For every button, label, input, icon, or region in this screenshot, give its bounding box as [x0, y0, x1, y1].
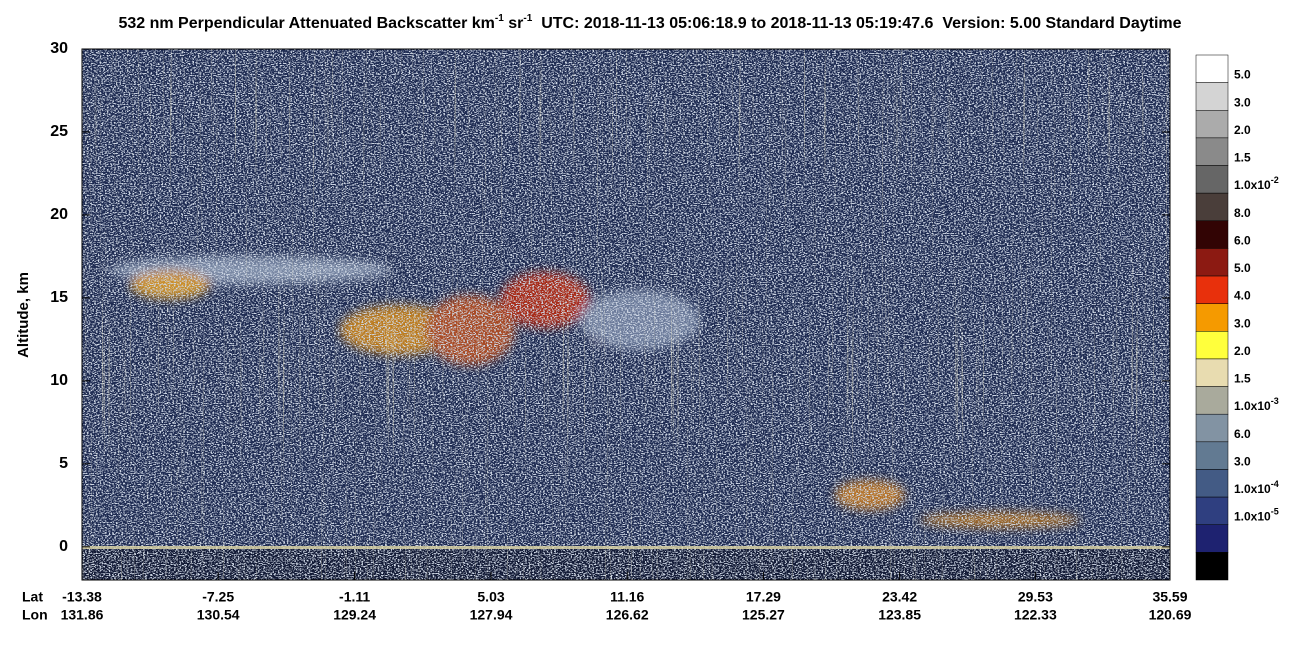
lat-tick-label: 35.59: [1152, 589, 1187, 605]
colorbar-label-text: 1.0x10: [1234, 178, 1271, 192]
title-part: -1: [495, 13, 504, 24]
y-tick-label: 15: [50, 289, 68, 306]
colorbar-label-text: 6.0: [1234, 427, 1251, 441]
colorbar-label: 2.0: [1234, 123, 1251, 137]
colorbar-label-text: 3.0: [1234, 316, 1251, 330]
lon-tick-label: 123.85: [878, 607, 921, 623]
colorbar-label: 2.0: [1234, 344, 1251, 358]
lon-label: Lon: [22, 607, 48, 623]
title-part: UTC: 2018-11-13 05:06:18.9 to 2018-11-13…: [532, 15, 1181, 32]
colorbar-label: 6.0: [1234, 234, 1251, 248]
colorbar-swatch: [1195, 413, 1229, 443]
colorbar-swatch: [1195, 220, 1229, 249]
colorbar-label: 3.0: [1234, 316, 1251, 330]
colorbar-swatch: [1195, 192, 1229, 222]
colorbar-swatch: [1195, 331, 1229, 360]
lat-tick-label: -1.11: [339, 589, 370, 605]
lon-tick-label: 127.94: [470, 607, 513, 623]
lat-tick-label: -13.38: [62, 589, 102, 605]
colorbar-label: 1.0x10-5: [1234, 507, 1279, 524]
colorbar-label-text: 8.0: [1234, 206, 1251, 220]
colorbar-swatch: [1195, 248, 1229, 277]
y-axis-label: Altitude, km: [15, 272, 32, 358]
colorbar-label-text: 5.0: [1234, 261, 1251, 275]
colorbar-label: 3.0: [1234, 455, 1251, 469]
colorbar-label-text: 1.5: [1234, 151, 1251, 165]
colorbar-swatch: [1195, 552, 1229, 581]
colorbar-swatch: [1195, 524, 1229, 553]
colorbar-label-text: 6.0: [1234, 234, 1251, 248]
noise-streaks: [82, 49, 1170, 580]
colorbar-swatch: [1195, 54, 1229, 83]
colorbar-label: 5.0: [1234, 261, 1251, 275]
colorbar-swatch: [1195, 275, 1229, 304]
colorbar-label-exponent: -2: [1271, 176, 1279, 186]
y-tick-label: 25: [50, 123, 68, 140]
colorbar-swatch: [1195, 358, 1229, 387]
colorbar-swatch: [1195, 137, 1229, 166]
colorbar-swatch: [1195, 303, 1229, 332]
lon-tick-label: 125.27: [742, 607, 785, 623]
colorbar-swatch: [1195, 82, 1229, 111]
lat-tick-label: 11.16: [610, 589, 644, 605]
y-tick-label: 0: [59, 538, 68, 555]
colorbar-label: 4.0: [1234, 289, 1251, 303]
colorbar-label-text: 3.0: [1234, 95, 1251, 109]
colorbar-label: 1.5: [1234, 151, 1251, 165]
y-tick-label: 30: [50, 40, 68, 57]
lon-tick-label: 131.86: [61, 607, 104, 623]
colorbar-swatch: [1195, 110, 1229, 139]
title-part: sr: [504, 15, 524, 32]
colorbar-label-text: 4.0: [1234, 289, 1251, 303]
lon-tick-label: 120.69: [1149, 607, 1192, 623]
y-tick-label: 20: [50, 206, 68, 223]
colorbar-label-text: 3.0: [1234, 455, 1251, 469]
colorbar-label: 5.0: [1234, 68, 1251, 82]
colorbar-swatch: [1195, 469, 1229, 498]
surface-return: [82, 546, 1170, 549]
colorbar-label-text: 2.0: [1234, 123, 1251, 137]
lat-tick-label: 23.42: [882, 589, 917, 605]
colorbar-label: 8.0: [1234, 206, 1251, 220]
colorbar-label: 1.0x10-3: [1234, 397, 1279, 414]
colorbar-label-text: 1.0x10: [1234, 482, 1271, 496]
colorbar-label-text: 1.0x10: [1234, 399, 1271, 413]
colorbar-label: 1.0x10-4: [1234, 479, 1279, 496]
y-tick-label: 5: [59, 455, 68, 472]
lon-tick-label: 129.24: [333, 607, 376, 623]
colorbar-swatch: [1195, 441, 1229, 470]
lat-label: Lat: [22, 589, 43, 605]
lat-tick-label: 29.53: [1018, 589, 1053, 605]
colorbar-swatch: [1195, 165, 1229, 194]
curtain-image: [82, 49, 1170, 580]
lon-tick-label: 122.33: [1014, 607, 1057, 623]
colorbar-label-exponent: -5: [1271, 507, 1279, 517]
colorbar-label: 6.0: [1234, 427, 1251, 441]
plot-frame: [81, 48, 1171, 581]
colorbar-label-text: 2.0: [1234, 344, 1251, 358]
colorbar-swatch: [1195, 496, 1229, 525]
title-part: 532 nm Perpendicular Attenuated Backscat…: [118, 15, 494, 32]
colorbar-label: 1.5: [1234, 372, 1251, 386]
colorbar-label: 3.0: [1234, 95, 1251, 109]
colorbar-label: 1.0x10-2: [1234, 176, 1279, 193]
chart-title: 532 nm Perpendicular Attenuated Backscat…: [118, 13, 1181, 32]
colorbar-label-text: 1.0x10: [1234, 510, 1271, 524]
lon-tick-label: 130.54: [197, 607, 240, 623]
y-tick-label: 10: [50, 372, 68, 389]
lon-tick-label: 126.62: [606, 607, 649, 623]
colorbar-label-text: 1.5: [1234, 372, 1251, 386]
colorbar-label-exponent: -4: [1271, 479, 1279, 489]
title-part: -1: [523, 13, 532, 24]
colorbar-label-text: 5.0: [1234, 68, 1251, 82]
lat-tick-label: 17.29: [746, 589, 781, 605]
lat-tick-label: 5.03: [477, 589, 504, 605]
colorbar-label-exponent: -3: [1271, 397, 1279, 407]
colorbar-swatch: [1195, 386, 1229, 415]
lat-tick-label: -7.25: [202, 589, 234, 605]
